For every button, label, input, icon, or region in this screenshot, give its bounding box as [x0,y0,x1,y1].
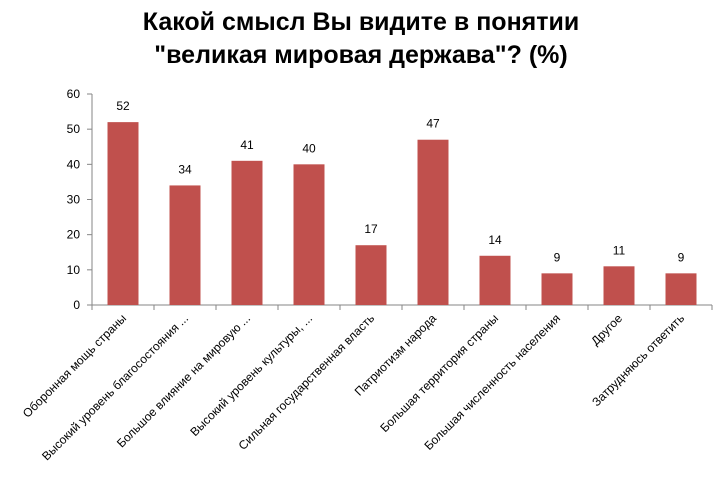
y-tick-label: 10 [67,263,81,277]
category-label: Большая численность населения [421,311,563,453]
y-tick-label: 60 [67,87,81,101]
data-label: 14 [488,233,502,247]
bar [293,164,325,305]
chart-title: Какой смысл Вы видите в понятии "великая… [0,6,722,72]
category-label: Высокий уровень культуры, ... [187,311,315,439]
data-label: 17 [364,222,378,236]
category-label: Большое влияние на мировую ... [114,311,253,450]
data-label: 47 [426,117,440,131]
category-label: Оборонная мощь страны [20,311,129,420]
data-label: 52 [116,99,130,113]
data-label: 41 [240,138,254,152]
data-label: 34 [178,162,192,176]
chart-title-line-2: "великая мировая держава"? (%) [154,41,568,69]
bar [107,122,139,305]
y-tick-label: 40 [67,157,81,171]
bar [665,273,697,305]
data-label: 9 [678,250,685,264]
bar [169,185,201,305]
data-label: 11 [613,243,626,257]
bar [479,255,511,305]
y-tick-label: 30 [67,193,81,207]
chart-title-line-1: Какой смысл Вы видите в понятии [142,8,580,36]
bar [231,160,263,305]
data-label: 9 [554,250,561,264]
category-label: Сильная государственная власть [236,311,378,453]
y-tick-label: 0 [73,298,80,312]
bar [603,266,635,305]
y-tick-label: 20 [67,228,81,242]
category-label: Другое [588,311,625,348]
bar [541,273,573,305]
data-label: 40 [302,141,316,155]
bar [355,245,387,305]
category-label: Большая территория страны [377,311,501,435]
y-tick-label: 50 [67,122,81,136]
bar [417,139,449,305]
